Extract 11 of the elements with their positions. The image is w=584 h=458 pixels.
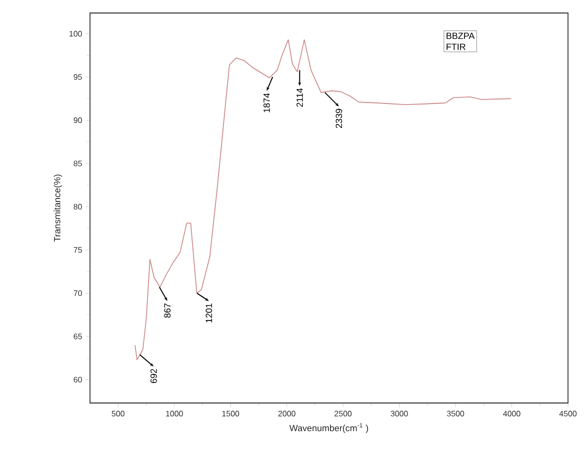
y-axis-title: Transmitance(%) [54, 174, 62, 242]
line-series [134, 39, 512, 360]
annotation: 2339 [336, 108, 342, 128]
annotation: 2114 [296, 88, 303, 107]
annotation: 1874 [263, 93, 270, 112]
annotation: FTIR [446, 44, 466, 50]
annotation: 867 [164, 304, 171, 318]
annotation: BBZPA [446, 32, 475, 39]
x-axis-title: Wavenumber(cm$^{-1}$ ) [289, 423, 368, 434]
annotation: 1201 [206, 304, 212, 322]
annotation: 692 [150, 368, 157, 384]
